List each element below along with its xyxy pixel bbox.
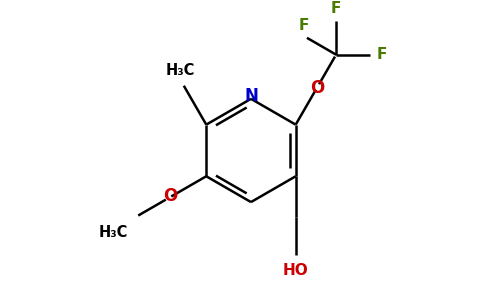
Text: F: F xyxy=(298,18,308,33)
Text: H₃C: H₃C xyxy=(166,63,195,78)
Text: F: F xyxy=(331,1,341,16)
Text: O: O xyxy=(310,79,324,97)
Text: F: F xyxy=(377,47,387,62)
Text: O: O xyxy=(163,187,178,205)
Text: HO: HO xyxy=(283,263,309,278)
Text: N: N xyxy=(244,87,258,105)
Text: H₃C: H₃C xyxy=(99,225,128,240)
